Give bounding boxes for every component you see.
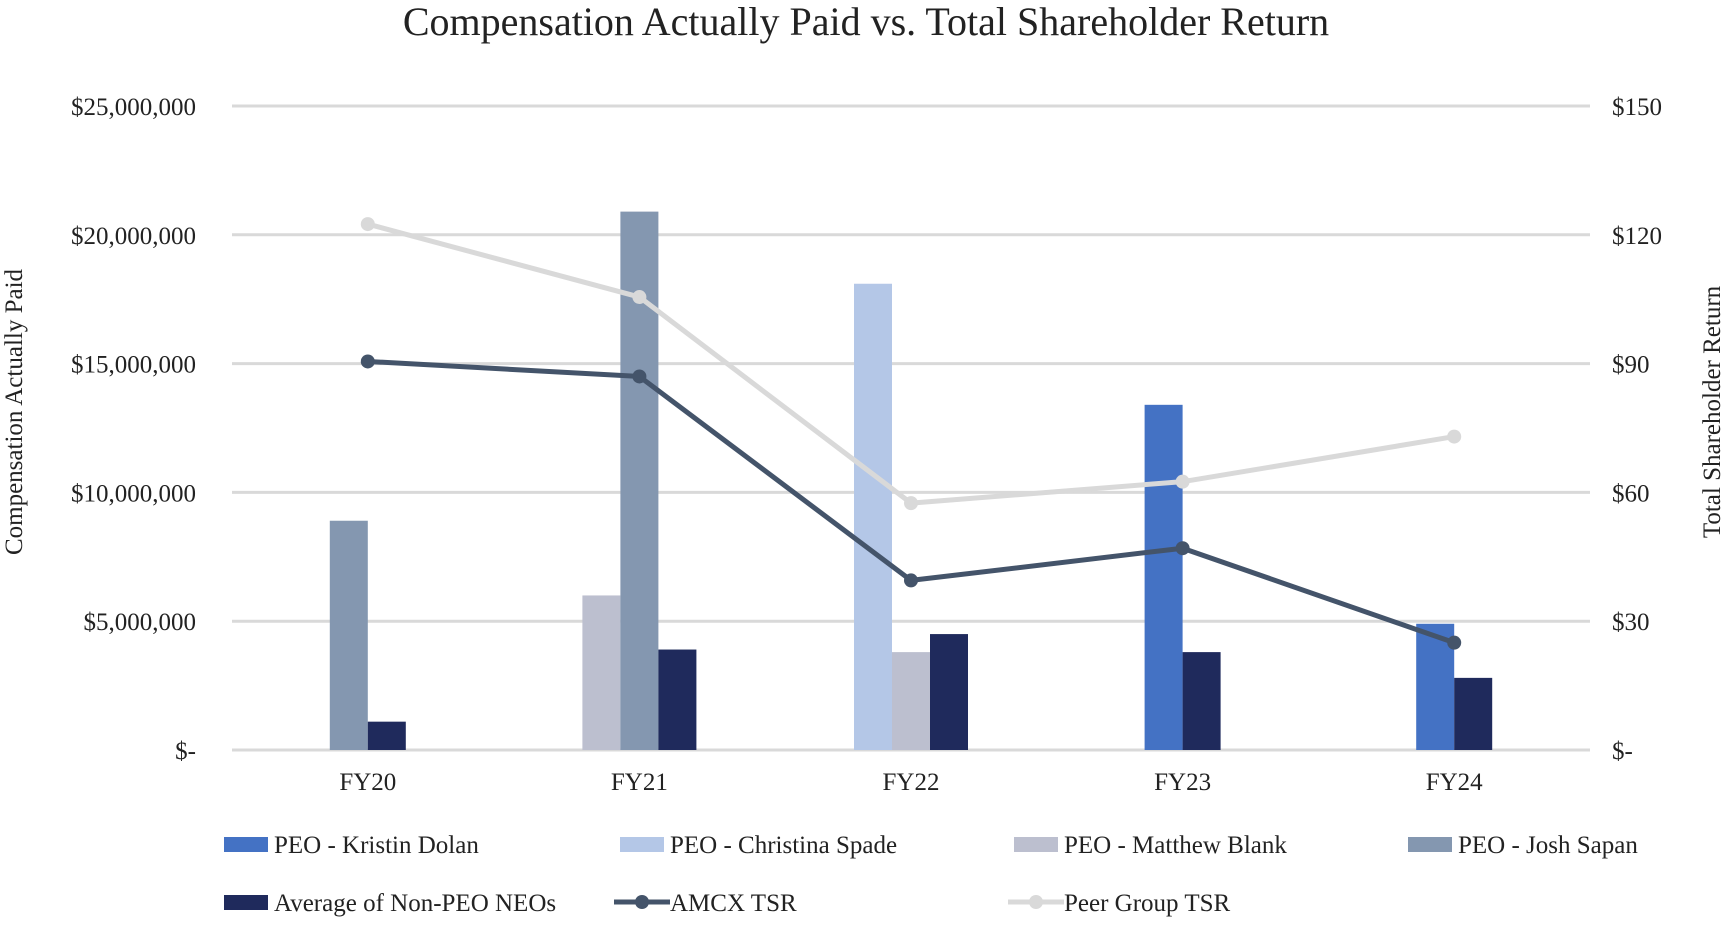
chart-title: Compensation Actually Paid vs. Total Sha…	[403, 0, 1329, 44]
line-group	[360, 217, 1462, 650]
right-axis-label: Total Shareholder Return	[1699, 285, 1726, 538]
line-point	[1447, 635, 1462, 650]
legend-item: PEO - Kristin Dolan	[224, 832, 479, 859]
line-point	[360, 217, 375, 232]
legend-label: AMCX TSR	[670, 890, 797, 917]
legend: PEO - Kristin Dolan PEO - Christina Spade…	[224, 832, 1638, 917]
line-point	[1175, 474, 1190, 489]
bar	[1182, 652, 1221, 750]
x-tick-label: FY22	[883, 769, 940, 796]
y-tick-label: $-	[175, 738, 196, 765]
x-axis-ticks: FY20 FY21 FY22 FY23 FY24	[339, 769, 1483, 796]
legend-label: PEO - Matthew Blank	[1064, 832, 1287, 859]
legend-swatch	[224, 837, 268, 852]
y-tick-label: $20,000,000	[71, 223, 196, 250]
legend-item: PEO - Christina Spade	[620, 832, 897, 859]
bar	[582, 595, 621, 750]
line-point	[904, 573, 918, 588]
legend-marker	[1029, 895, 1043, 909]
line-point	[632, 369, 647, 384]
legend-swatch	[1014, 837, 1058, 852]
y2-tick-label: $120	[1612, 223, 1662, 250]
line-point	[1175, 541, 1190, 556]
line-point	[904, 496, 918, 511]
legend-swatch	[224, 895, 268, 910]
x-tick-label: FY20	[339, 769, 396, 796]
legend-swatch	[1408, 837, 1452, 852]
bar	[658, 649, 697, 750]
y2-tick-label: $30	[1612, 609, 1650, 636]
right-axis-ticks: $- $30 $60 $90 $120 $150	[1612, 94, 1662, 765]
gridlines	[232, 104, 1590, 752]
bar	[1454, 677, 1493, 750]
line-point	[632, 290, 647, 305]
y-tick-label: $10,000,000	[71, 480, 196, 507]
y-tick-label: $5,000,000	[84, 609, 197, 636]
x-tick-label: FY24	[1426, 769, 1483, 796]
y-tick-label: $15,000,000	[71, 352, 196, 379]
x-tick-label: FY21	[611, 769, 668, 796]
legend-item: AMCX TSR	[614, 890, 797, 917]
legend-label: Peer Group TSR	[1064, 890, 1231, 917]
bar-group	[329, 211, 1493, 751]
left-axis-label: Compensation Actually Paid	[1, 268, 28, 555]
legend-marker	[635, 895, 649, 909]
legend-item: Peer Group TSR	[1008, 890, 1231, 917]
bar	[930, 634, 968, 750]
legend-label: PEO - Kristin Dolan	[274, 832, 479, 859]
bar	[329, 520, 368, 750]
legend-item: PEO - Josh Sapan	[1408, 832, 1638, 859]
bar	[892, 652, 930, 750]
legend-swatch	[620, 837, 664, 852]
y2-tick-label: $-	[1612, 738, 1633, 765]
line-point	[360, 354, 375, 369]
y2-tick-label: $60	[1612, 480, 1650, 507]
x-tick-label: FY23	[1154, 769, 1211, 796]
legend-item: PEO - Matthew Blank	[1014, 832, 1287, 859]
bar	[854, 283, 892, 750]
left-axis-ticks: $- $5,000,000 $10,000,000 $15,000,000 $20,00…	[71, 94, 196, 765]
legend-item: Average of Non-PEO NEOs	[224, 890, 556, 917]
legend-label: PEO - Josh Sapan	[1458, 832, 1638, 859]
y2-tick-label: $90	[1612, 352, 1650, 379]
legend-label: PEO - Christina Spade	[670, 832, 897, 859]
legend-label: Average of Non-PEO NEOs	[274, 890, 556, 917]
bar	[367, 721, 406, 750]
y-tick-label: $25,000,000	[71, 94, 196, 121]
y2-tick-label: $150	[1612, 94, 1662, 121]
line-point	[1447, 429, 1462, 444]
bar	[1144, 404, 1183, 750]
